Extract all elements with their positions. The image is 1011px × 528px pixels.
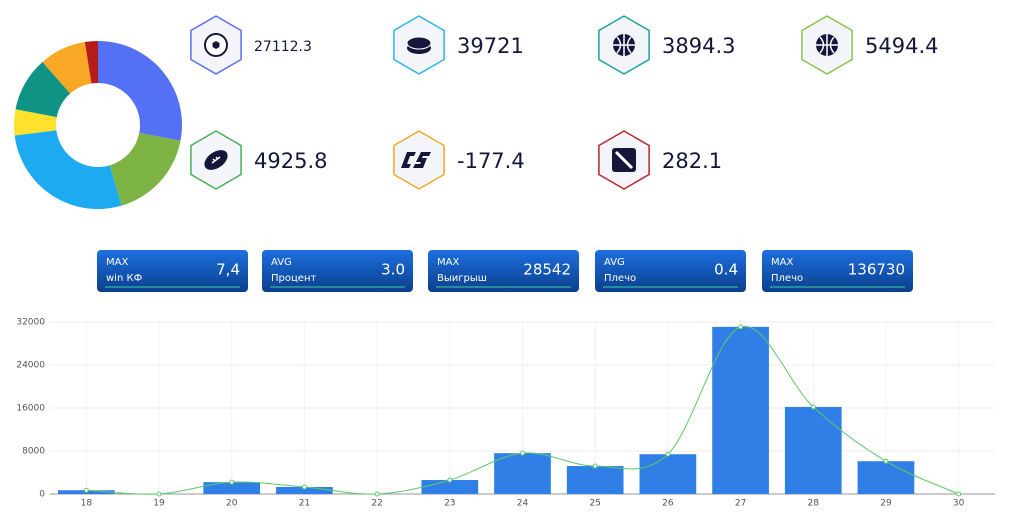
line-point	[156, 491, 162, 497]
x-tick-label: 28	[808, 499, 820, 509]
kpi-label: Процент	[271, 273, 316, 284]
icon-shape	[212, 41, 220, 49]
tile-icon	[406, 36, 432, 54]
tile-value: -177.4	[457, 149, 525, 173]
icon-shape	[613, 34, 635, 56]
kpi-value: 0.4	[714, 261, 738, 279]
line-point	[83, 487, 89, 493]
x-tick-label: 19	[153, 499, 165, 509]
kpi-value: 7,4	[216, 261, 240, 279]
kpi-card	[262, 250, 413, 292]
x-tick-label: 20	[226, 499, 238, 509]
kpi-kind: AVG	[271, 257, 292, 268]
icon-shape	[406, 36, 432, 50]
kpi-kind: MAX	[106, 257, 128, 268]
x-tick-label: 30	[953, 499, 965, 509]
x-tick-label: 27	[735, 499, 746, 509]
tile-icon	[816, 34, 838, 56]
line-point	[374, 491, 380, 497]
line-point	[810, 404, 816, 410]
y-tick-label: 32000	[16, 318, 45, 328]
kpi-label: Плечо	[604, 273, 636, 284]
icon-shape	[401, 152, 431, 168]
tile-value: 3894.3	[662, 34, 735, 58]
icon-shape	[211, 156, 221, 164]
kpi-label: Плечо	[771, 273, 803, 284]
x-tick-label: 23	[444, 499, 455, 509]
tile-icon	[612, 148, 636, 172]
kpi-kind: AVG	[604, 257, 625, 268]
x-tick-label: 29	[880, 499, 892, 509]
icon-shape	[614, 150, 634, 170]
donut-segment	[109, 132, 181, 206]
line-point	[301, 484, 307, 490]
x-tick-label: 18	[81, 499, 93, 509]
bar	[276, 487, 333, 494]
bar	[639, 454, 697, 494]
donut-segment	[15, 61, 71, 118]
kpi-card	[762, 250, 913, 292]
tile-value: 27112.3	[254, 39, 312, 55]
line-point	[592, 463, 598, 469]
line-point	[883, 458, 889, 464]
kpi-value: 28542	[523, 261, 571, 279]
line-point	[665, 451, 671, 457]
x-tick-label: 24	[517, 499, 529, 509]
tile-value: 39721	[457, 34, 524, 58]
bar	[203, 482, 261, 494]
x-tick-label: 21	[299, 499, 310, 509]
bar	[494, 453, 551, 494]
donut-segment	[13, 109, 57, 136]
donut-segment	[98, 41, 182, 141]
x-tick-label: 26	[662, 499, 674, 509]
line-point	[738, 324, 744, 330]
donut-segment	[84, 41, 98, 84]
bar	[784, 406, 842, 494]
y-tick-label: 8000	[22, 447, 45, 457]
kpi-value: 136730	[848, 261, 905, 279]
kpi-value: 3.0	[381, 261, 405, 279]
tile-icon	[401, 152, 431, 168]
line-point	[447, 477, 453, 483]
kpi-card	[428, 250, 579, 292]
donut-segment	[42, 42, 92, 94]
tile-value: 5494.4	[865, 34, 938, 58]
tile-icon	[204, 33, 228, 57]
kpi-kind: MAX	[771, 257, 793, 268]
kpi-card	[595, 250, 746, 292]
line-point	[229, 479, 235, 485]
kpi-label: Выигрыш	[437, 273, 487, 284]
kpi-card	[97, 250, 248, 292]
line-point	[520, 450, 525, 456]
icon-shape	[816, 34, 838, 56]
bar	[566, 466, 624, 494]
tile-value: 4925.8	[254, 149, 327, 173]
line-point	[956, 491, 962, 497]
tile-value: 282.1	[662, 149, 722, 173]
kpi-kind: MAX	[437, 257, 459, 268]
x-tick-label: 22	[371, 499, 382, 509]
bar	[857, 461, 915, 494]
x-tick-label: 25	[589, 499, 600, 509]
y-tick-label: 16000	[16, 404, 45, 414]
tile-icon	[613, 34, 635, 56]
kpi-label: win КФ	[106, 273, 143, 284]
y-tick-label: 24000	[16, 361, 45, 371]
tile-icon	[204, 150, 228, 170]
donut-segment	[14, 130, 122, 209]
y-tick-label: 0	[39, 490, 45, 500]
bar	[712, 326, 769, 494]
